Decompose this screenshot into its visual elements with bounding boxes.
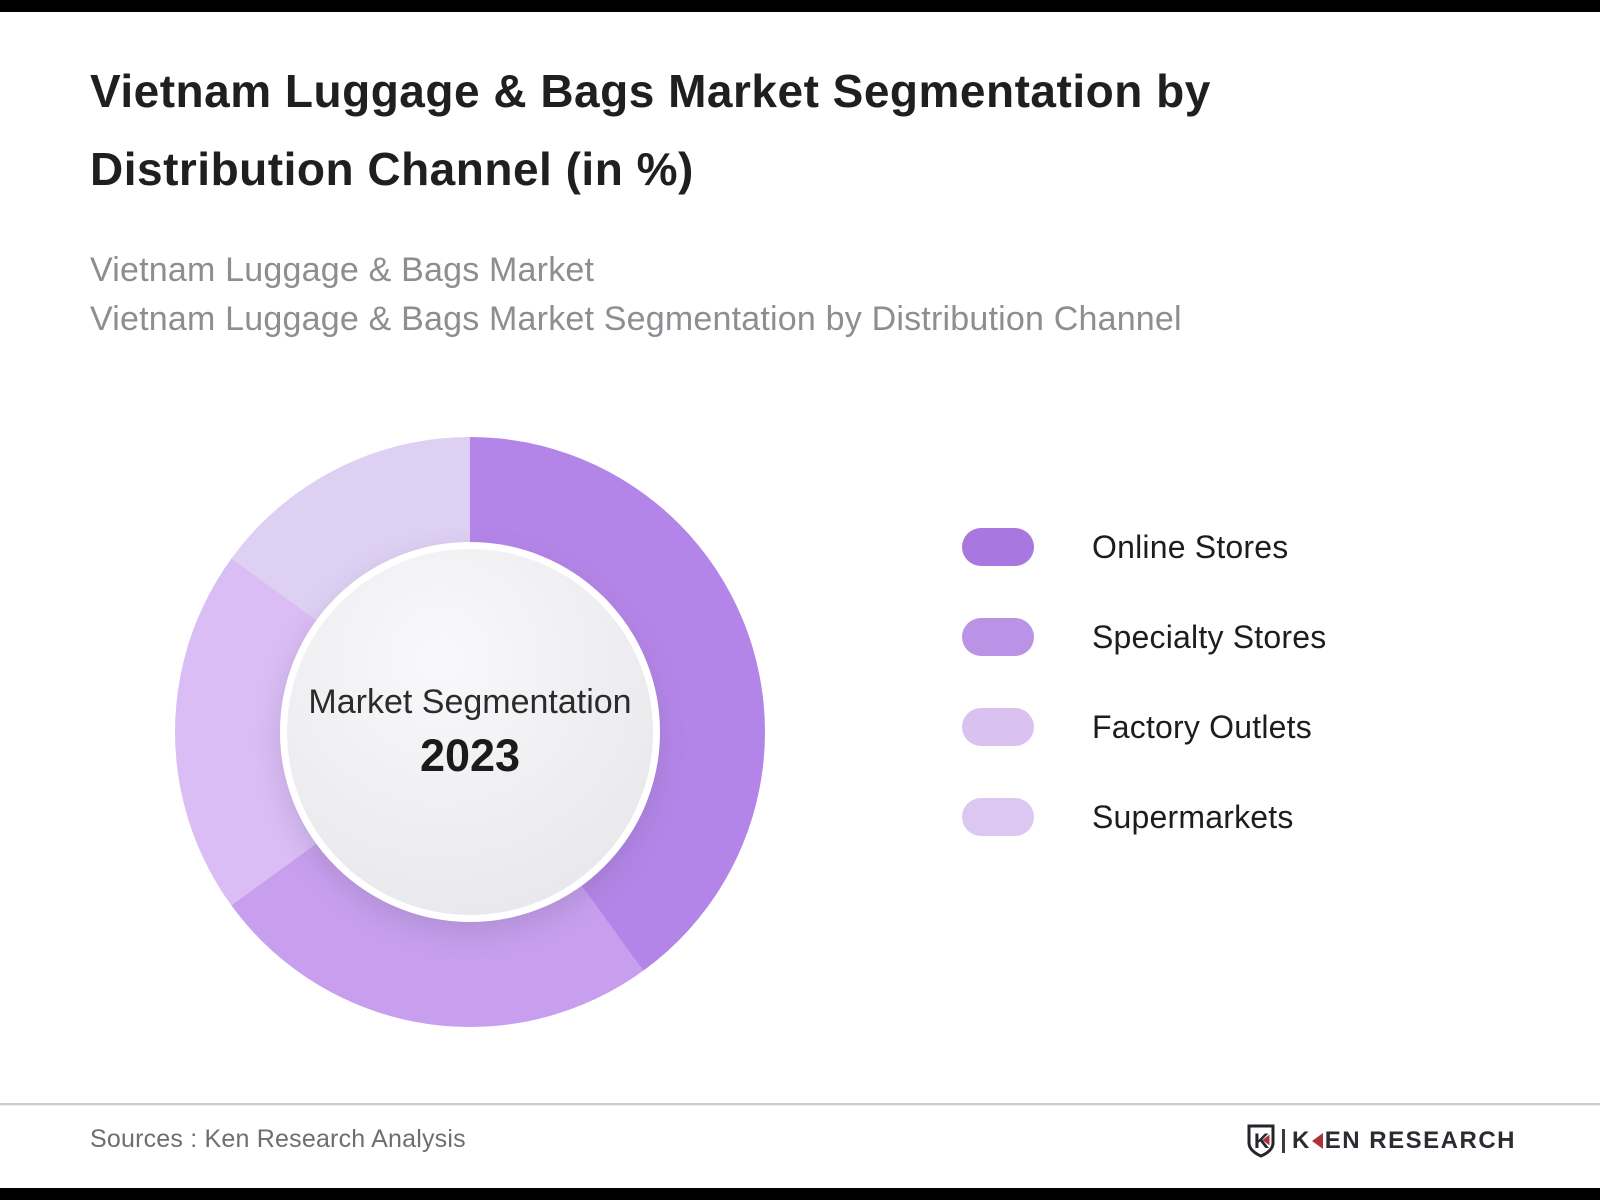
logo-wordmark: K EN RESEARCH	[1292, 1127, 1516, 1155]
logo-separator	[1281, 1129, 1285, 1153]
donut-center: Market Segmentation 2023	[280, 542, 660, 922]
logo-letter-k: K	[1291, 1127, 1311, 1154]
donut-center-year: 2023	[419, 729, 521, 781]
subtitle-line-1: Vietnam Luggage & Bags Market	[90, 251, 595, 289]
legend-item: Factory Outlets	[962, 708, 1326, 746]
legend-label: Factory Outlets	[1092, 708, 1312, 745]
bottom-border-bar	[0, 1188, 1600, 1200]
legend-label: Supermarkets	[1092, 798, 1294, 835]
logo-text: EN RESEARCH	[1324, 1127, 1516, 1154]
legend-item: Online Stores	[962, 528, 1326, 566]
ken-research-logo: K K EN RESEARCH	[1246, 1122, 1516, 1160]
logo-triangle-icon	[1311, 1133, 1323, 1149]
legend-swatch	[962, 708, 1034, 746]
legend-label: Online Stores	[1092, 528, 1289, 565]
subtitle-line-2: Vietnam Luggage & Bags Market Segmentati…	[90, 300, 1182, 338]
legend-swatch	[962, 528, 1034, 566]
emblem-letter: K	[1254, 1130, 1269, 1153]
ken-research-shield-icon: K	[1247, 1124, 1275, 1158]
sources-note: Sources : Ken Research Analysis	[90, 1125, 466, 1153]
donut-center-label: Market Segmentation	[308, 682, 632, 721]
legend: Online Stores Specialty Stores Factory Out…	[962, 528, 1326, 836]
footer-divider	[0, 1103, 1600, 1106]
legend-swatch	[962, 618, 1034, 656]
legend-label: Specialty Stores	[1092, 618, 1327, 655]
top-border-bar	[0, 0, 1600, 12]
legend-swatch	[962, 798, 1034, 836]
page-title: Vietnam Luggage & Bags Market Segmentati…	[90, 65, 1211, 195]
emblem-triangle	[1262, 1134, 1270, 1146]
legend-item: Supermarkets	[962, 798, 1326, 836]
chart-subtitle: Vietnam Luggage & Bags Market Vietnam Lu…	[90, 246, 1490, 344]
legend-item: Specialty Stores	[962, 618, 1326, 656]
donut-chart: Market Segmentation 2023	[175, 437, 765, 1027]
